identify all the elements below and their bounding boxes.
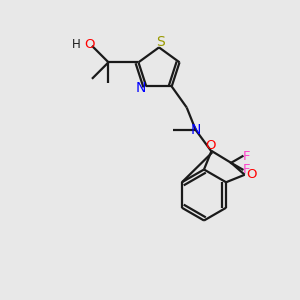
Text: N: N	[136, 81, 146, 95]
Text: O: O	[205, 139, 215, 152]
Text: O: O	[246, 168, 256, 181]
Text: F: F	[243, 150, 250, 163]
Text: F: F	[243, 163, 250, 176]
Text: S: S	[156, 35, 165, 49]
Text: N: N	[190, 123, 201, 137]
Text: O: O	[84, 38, 95, 51]
Text: H: H	[72, 38, 81, 51]
